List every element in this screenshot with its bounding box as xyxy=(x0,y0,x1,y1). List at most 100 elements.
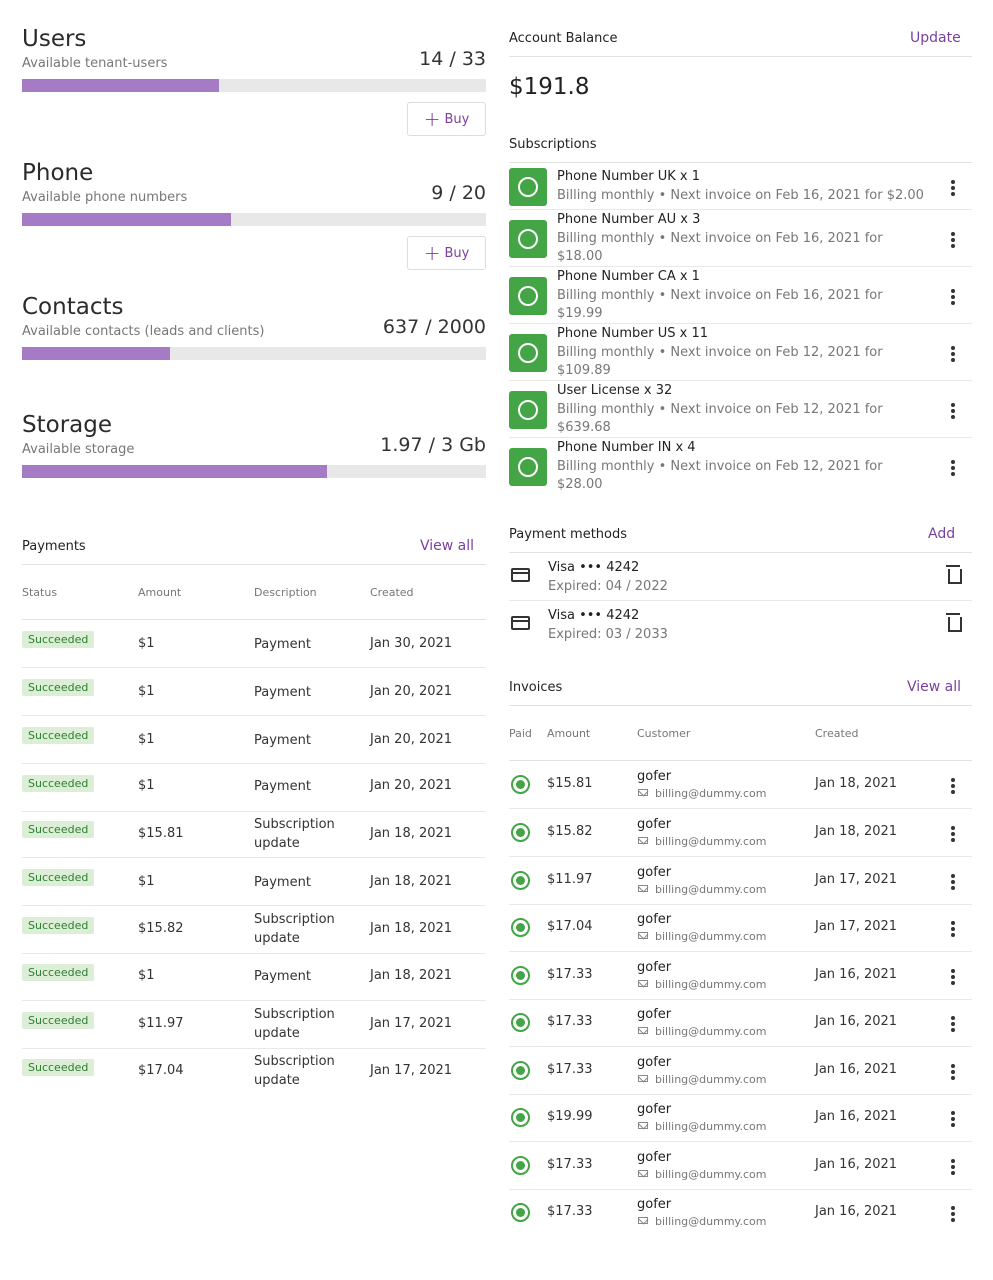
payment-description: Subscription update xyxy=(254,912,335,946)
table-row[interactable]: Succeeded $11.97 Subscription update Jan… xyxy=(22,1001,486,1049)
table-row[interactable]: Succeeded $1 Payment Jan 18, 2021 xyxy=(22,858,486,906)
buy-label: Buy xyxy=(444,245,470,261)
more-options-icon[interactable] xyxy=(948,1015,958,1033)
more-options-icon[interactable] xyxy=(948,179,958,197)
phone-quota: Phone Available phone numbers 9 / 20 + B… xyxy=(22,160,486,270)
payment-description: Payment xyxy=(254,637,311,652)
more-options-icon[interactable] xyxy=(948,777,958,795)
payments-view-all-link[interactable]: View all xyxy=(420,538,475,554)
more-options-icon[interactable] xyxy=(948,288,958,306)
payment-methods-title: Payment methods xyxy=(509,527,628,542)
table-row[interactable]: Succeeded $1 Payment Jan 30, 2021 xyxy=(22,620,486,668)
divider xyxy=(509,162,972,163)
payment-created: Jan 17, 2021 xyxy=(370,1063,453,1078)
more-options-icon[interactable] xyxy=(948,968,958,986)
subscription-status-icon xyxy=(509,220,547,258)
more-options-icon[interactable] xyxy=(948,1110,958,1128)
table-row[interactable]: Succeeded $15.82 Subscription update Jan… xyxy=(22,906,486,954)
invoice-amount: $15.81 xyxy=(547,776,593,791)
quota-bar-fill xyxy=(22,347,170,360)
table-row[interactable]: Succeeded $1 Payment Jan 20, 2021 xyxy=(22,716,486,764)
invoice-email: billing@dummy.com xyxy=(655,978,767,991)
paid-status-icon xyxy=(511,823,530,842)
invoice-created: Jan 16, 2021 xyxy=(815,1157,898,1172)
subscription-item[interactable]: Phone Number US x 11 Billing monthly • N… xyxy=(509,324,972,381)
table-row[interactable]: $19.99 gofer billing@dummy.com Jan 16, 2… xyxy=(509,1094,972,1142)
payment-created: Jan 18, 2021 xyxy=(370,921,453,936)
quota-bar xyxy=(22,465,486,478)
table-row[interactable]: $17.33 gofer billing@dummy.com Jan 16, 2… xyxy=(509,1047,972,1095)
buy-phone-button[interactable]: + Buy xyxy=(407,236,486,270)
more-options-icon[interactable] xyxy=(948,873,958,891)
table-row[interactable]: $17.33 gofer billing@dummy.com Jan 16, 2… xyxy=(509,999,972,1047)
invoice-email: billing@dummy.com xyxy=(655,930,767,943)
invoice-created: Jan 17, 2021 xyxy=(815,919,898,934)
payment-method-item[interactable]: Visa ••• 4242 Expired: 04 / 2022 xyxy=(509,553,972,601)
subscription-item[interactable]: Phone Number CA x 1 Billing monthly • Ne… xyxy=(509,267,972,324)
update-balance-link[interactable]: Update xyxy=(910,30,961,46)
trash-icon[interactable] xyxy=(946,613,962,632)
table-row[interactable]: Succeeded $1 Payment Jan 20, 2021 xyxy=(22,764,486,812)
payment-amount: $1 xyxy=(138,778,155,793)
buy-users-button[interactable]: + Buy xyxy=(407,102,486,136)
table-row[interactable]: $11.97 gofer billing@dummy.com Jan 17, 2… xyxy=(509,857,972,905)
column-header-amount: Amount xyxy=(138,586,182,599)
invoice-email: billing@dummy.com xyxy=(655,1025,767,1038)
more-options-icon[interactable] xyxy=(948,825,958,843)
table-row[interactable]: $17.33 gofer billing@dummy.com Jan 16, 2… xyxy=(509,1142,972,1190)
payment-created: Jan 20, 2021 xyxy=(370,732,453,747)
subscription-item[interactable]: Phone Number AU x 3 Billing monthly • Ne… xyxy=(509,210,972,267)
table-row[interactable]: Succeeded $1 Payment Jan 18, 2021 xyxy=(22,953,486,1001)
more-options-icon[interactable] xyxy=(948,231,958,249)
more-options-icon[interactable] xyxy=(948,402,958,420)
subscription-item[interactable]: User License x 32 Billing monthly • Next… xyxy=(509,381,972,438)
payment-method-item[interactable]: Visa ••• 4242 Expired: 03 / 2033 xyxy=(509,601,972,649)
subscription-item[interactable]: Phone Number IN x 4 Billing monthly • Ne… xyxy=(509,438,972,495)
payment-description: Payment xyxy=(254,779,311,794)
column-header-paid: Paid xyxy=(509,727,532,740)
more-options-icon[interactable] xyxy=(948,920,958,938)
invoice-created: Jan 16, 2021 xyxy=(815,1109,898,1124)
divider xyxy=(509,705,972,706)
payment-amount: $1 xyxy=(138,684,155,699)
payment-description: Subscription update xyxy=(254,817,335,851)
payment-created: Jan 20, 2021 xyxy=(370,684,453,699)
payment-created: Jan 18, 2021 xyxy=(370,826,453,841)
status-badge: Succeeded xyxy=(22,1059,95,1076)
mail-icon xyxy=(638,1217,648,1224)
more-options-icon[interactable] xyxy=(948,1158,958,1176)
table-row[interactable]: Succeeded $17.04 Subscription update Jan… xyxy=(22,1048,486,1096)
table-row[interactable]: $15.82 gofer billing@dummy.com Jan 18, 2… xyxy=(509,809,972,857)
quota-bar-fill xyxy=(22,213,231,226)
status-badge: Succeeded xyxy=(22,964,95,981)
quota-subtitle: Available contacts (leads and clients) xyxy=(22,324,265,339)
quota-count: 1.97 / 3 Gb xyxy=(380,434,486,456)
plus-icon: + xyxy=(423,241,441,265)
contacts-quota: Contacts Available contacts (leads and c… xyxy=(22,294,486,360)
more-options-icon[interactable] xyxy=(948,1205,958,1223)
table-row[interactable]: $17.04 gofer billing@dummy.com Jan 17, 2… xyxy=(509,904,972,952)
trash-icon[interactable] xyxy=(946,565,962,584)
payment-description: Payment xyxy=(254,875,311,890)
invoice-customer: gofer xyxy=(637,769,672,784)
table-row[interactable]: $17.33 gofer billing@dummy.com Jan 16, 2… xyxy=(509,952,972,1000)
mail-icon xyxy=(638,1122,648,1129)
status-badge: Succeeded xyxy=(22,821,95,838)
table-row[interactable]: $15.81 gofer billing@dummy.com Jan 18, 2… xyxy=(509,761,972,809)
more-options-icon[interactable] xyxy=(948,1063,958,1081)
invoices-view-all-link[interactable]: View all xyxy=(907,679,962,695)
subscription-name: Phone Number UK x 1 xyxy=(557,169,701,184)
table-row[interactable]: Succeeded $15.81 Subscription update Jan… xyxy=(22,810,486,858)
invoice-email: billing@dummy.com xyxy=(655,883,767,896)
more-options-icon[interactable] xyxy=(948,345,958,363)
table-row[interactable]: $17.33 gofer billing@dummy.com Jan 16, 2… xyxy=(509,1189,972,1237)
add-payment-method-link[interactable]: Add xyxy=(928,526,956,542)
status-badge: Succeeded xyxy=(22,679,95,696)
paid-status-icon xyxy=(511,966,530,985)
quota-title: Contacts xyxy=(22,294,124,320)
subscription-item[interactable]: Phone Number UK x 1 Billing monthly • Ne… xyxy=(509,163,972,210)
more-options-icon[interactable] xyxy=(948,459,958,477)
table-row[interactable]: Succeeded $1 Payment Jan 20, 2021 xyxy=(22,668,486,716)
invoice-amount: $11.97 xyxy=(547,872,593,887)
quota-title: Phone xyxy=(22,160,94,186)
